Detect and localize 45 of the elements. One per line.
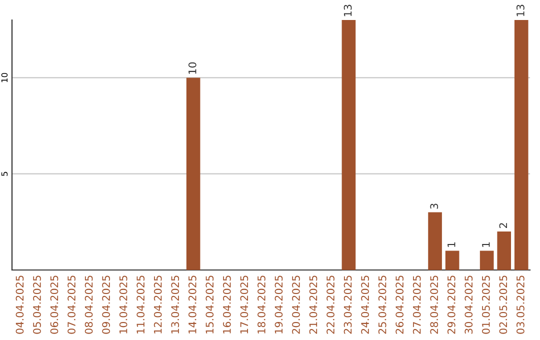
x-tick-label: 22.04.2025 [326,276,334,334]
x-tick-label: 25.04.2025 [378,276,386,334]
bar [497,232,512,270]
data-label: 1 [482,242,490,247]
x-tick-label: 20.04.2025 [292,276,300,334]
x-tick-label: 24.04.2025 [361,276,369,334]
x-tick-label: 03.05.2025 [516,276,524,334]
x-tick-label: 18.04.2025 [258,276,266,334]
x-tick-label: 04.04.2025 [16,276,24,334]
x-tick-label: 05.04.2025 [33,276,41,334]
x-tick-label: 23.04.2025 [344,276,352,334]
x-tick-label: 17.04.2025 [240,276,248,334]
x-tick-label: 13.04.2025 [171,276,180,334]
data-label: 1 [448,242,456,247]
data-label: 10 [188,62,196,74]
data-label: 2 [499,223,507,228]
data-label: 3 [430,204,438,209]
bar [342,20,356,270]
x-tick-label: 08.04.2025 [84,276,93,334]
x-tick-label: 27.04.2025 [412,276,421,334]
x-tick-label: 09.04.2025 [102,276,110,334]
bar [514,20,528,270]
x-tick-label: 11.04.2025 [136,276,145,334]
data-label: 13 [344,4,352,16]
x-tick-label: 02.05.2025 [499,276,508,334]
x-tick-label: 21.04.2025 [309,276,318,334]
bar [480,250,494,270]
y-tick-label: 5 [1,172,8,176]
x-tick-label: 30.04.2025 [464,276,473,334]
bar [445,250,460,270]
x-tick-label: 06.04.2025 [50,276,58,334]
bar [186,78,200,270]
x-tick-label: 10.04.2025 [119,276,128,334]
x-tick-label: 15.04.2025 [206,276,214,334]
x-tick-label: 29.04.2025 [447,276,456,334]
data-label: 13 [516,4,524,16]
x-tick-label: 07.04.2025 [68,276,76,334]
x-tick-label: 28.04.2025 [430,276,438,334]
x-tick-label: 19.04.2025 [274,276,283,334]
x-tick-label: 14.04.2025 [188,276,196,334]
x-tick-label: 12.04.2025 [154,276,162,334]
x-tick-label: 16.04.2025 [222,276,231,334]
x-tick-label: 26.04.2025 [396,276,404,334]
x-tick-label: 01.05.2025 [482,276,490,334]
bar [428,212,442,270]
